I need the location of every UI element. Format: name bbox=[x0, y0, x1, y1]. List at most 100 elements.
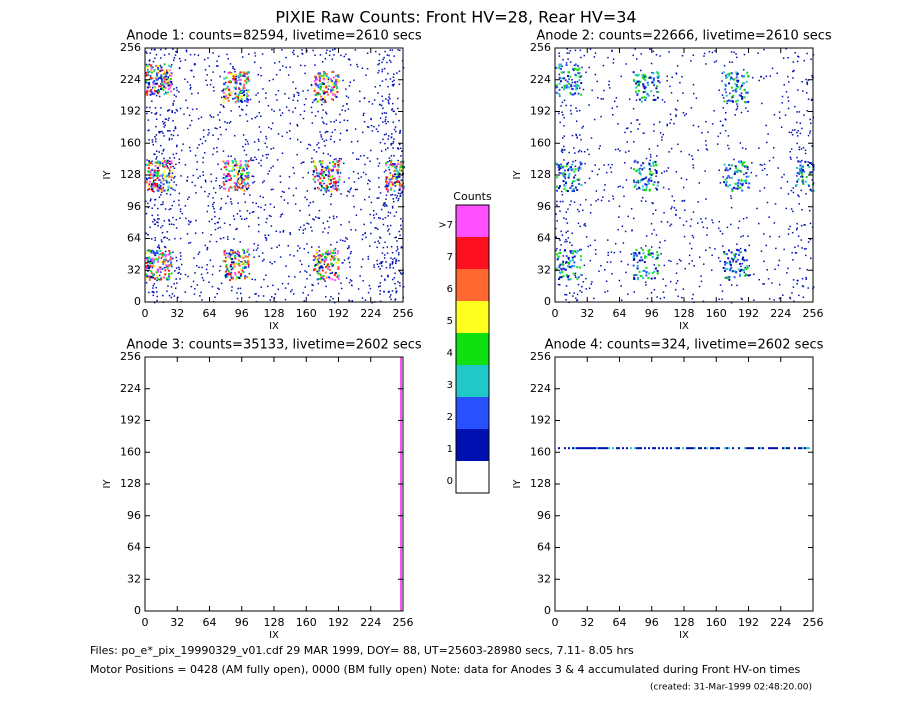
count-pixel bbox=[153, 250, 155, 253]
count-pixel bbox=[647, 83, 650, 86]
count-pixel bbox=[303, 248, 306, 250]
count-pixel bbox=[745, 165, 748, 168]
count-pixel bbox=[318, 209, 321, 212]
count-pixel bbox=[765, 124, 767, 127]
count-pixel bbox=[247, 176, 250, 179]
count-pixel bbox=[363, 223, 365, 226]
count-pixel bbox=[578, 248, 581, 251]
count-pixel bbox=[373, 99, 376, 101]
count-pixel bbox=[726, 73, 729, 76]
count-pixel bbox=[759, 163, 762, 166]
count-pixel bbox=[752, 447, 754, 450]
count-pixel bbox=[769, 235, 771, 238]
count-pixel bbox=[641, 178, 644, 181]
count-pixel bbox=[159, 162, 162, 165]
count-pixel bbox=[186, 198, 189, 200]
count-pixel bbox=[786, 447, 788, 450]
count-pixel bbox=[295, 87, 297, 90]
count-pixel bbox=[336, 161, 339, 164]
count-pixel bbox=[173, 100, 175, 102]
count-pixel bbox=[395, 177, 398, 180]
count-pixel bbox=[330, 91, 333, 94]
count-pixel bbox=[153, 190, 155, 193]
count-pixel bbox=[656, 296, 658, 298]
count-pixel bbox=[634, 274, 637, 277]
count-pixel bbox=[397, 199, 399, 202]
count-pixel bbox=[572, 68, 575, 71]
count-pixel bbox=[391, 49, 394, 51]
count-pixel bbox=[192, 280, 195, 283]
count-pixel bbox=[175, 218, 178, 221]
count-pixel bbox=[578, 67, 581, 70]
count-pixel bbox=[746, 71, 749, 74]
count-pixel bbox=[208, 281, 210, 283]
count-pixel bbox=[242, 84, 245, 87]
count-pixel bbox=[325, 186, 328, 189]
count-pixel bbox=[651, 202, 653, 204]
count-pixel bbox=[801, 172, 804, 175]
count-pixel bbox=[751, 162, 753, 164]
count-pixel bbox=[566, 48, 569, 50]
count-pixel bbox=[169, 163, 172, 166]
count-pixel bbox=[578, 79, 581, 82]
count-pixel bbox=[233, 218, 236, 220]
count-pixel bbox=[325, 249, 328, 252]
count-pixel bbox=[294, 276, 296, 278]
count-pixel bbox=[613, 251, 616, 254]
count-pixel bbox=[222, 150, 225, 152]
count-pixel bbox=[772, 447, 774, 450]
count-pixel bbox=[191, 181, 193, 184]
count-pixel bbox=[706, 234, 708, 236]
count-pixel bbox=[766, 201, 769, 204]
count-pixel bbox=[160, 83, 162, 85]
count-pixel bbox=[577, 169, 580, 172]
count-pixel bbox=[790, 158, 792, 160]
count-pixel bbox=[376, 157, 379, 160]
count-pixel bbox=[162, 189, 165, 192]
count-pixel bbox=[231, 277, 234, 280]
count-pixel bbox=[201, 299, 203, 301]
count-pixel bbox=[568, 78, 570, 80]
count-pixel bbox=[563, 77, 566, 80]
count-pixel bbox=[794, 246, 796, 249]
x-tick-label: 192 bbox=[738, 307, 759, 320]
count-pixel bbox=[327, 186, 330, 189]
count-pixel bbox=[275, 74, 278, 76]
x-axis-label: IX bbox=[679, 321, 689, 332]
count-pixel bbox=[263, 278, 265, 281]
count-pixel bbox=[158, 253, 161, 256]
count-pixel bbox=[782, 294, 784, 296]
count-pixel bbox=[234, 100, 237, 103]
count-pixel bbox=[718, 169, 720, 172]
count-pixel bbox=[246, 210, 249, 212]
count-pixel bbox=[159, 266, 162, 269]
count-pixel bbox=[807, 241, 810, 243]
count-pixel bbox=[557, 255, 560, 258]
count-pixel bbox=[743, 53, 746, 56]
count-pixel bbox=[374, 50, 377, 53]
count-pixel bbox=[328, 216, 331, 219]
count-pixel bbox=[149, 258, 152, 261]
count-pixel bbox=[643, 87, 646, 90]
count-pixel bbox=[788, 131, 791, 134]
count-pixel bbox=[289, 66, 291, 68]
count-pixel bbox=[302, 90, 304, 92]
count-pixel bbox=[780, 126, 783, 129]
count-pixel bbox=[153, 169, 156, 172]
count-pixel bbox=[642, 132, 645, 134]
count-pixel bbox=[212, 86, 215, 89]
count-pixel bbox=[332, 255, 335, 258]
count-pixel bbox=[243, 169, 246, 172]
count-pixel bbox=[228, 187, 231, 190]
count-pixel bbox=[225, 202, 227, 205]
count-pixel bbox=[153, 182, 156, 184]
count-pixel bbox=[227, 155, 230, 158]
count-pixel bbox=[653, 270, 656, 273]
count-pixel bbox=[647, 253, 650, 256]
count-pixel bbox=[805, 254, 807, 257]
count-pixel bbox=[194, 288, 196, 290]
count-pixel bbox=[723, 64, 726, 67]
count-pixel bbox=[791, 231, 794, 234]
count-pixel bbox=[320, 255, 323, 258]
count-pixel bbox=[166, 71, 169, 74]
